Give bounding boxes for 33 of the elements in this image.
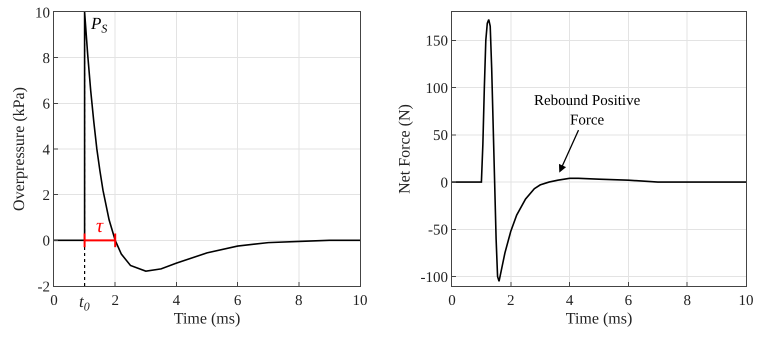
line-series — [452, 18, 746, 282]
x-axis-title: Time (ms) — [174, 310, 240, 328]
x-tick-label: 10 — [738, 293, 754, 309]
y-tick-label: -2 — [38, 279, 50, 296]
x-tick-label: 2 — [507, 293, 515, 309]
y-tick-label: 8 — [42, 50, 50, 67]
annotation: τ — [96, 215, 104, 237]
annotation: P$_{S}$ — [90, 14, 108, 36]
x-tick-label: 8 — [295, 293, 303, 309]
y-axis-title: Net Force (N) — [396, 104, 414, 194]
y-tick-label: 0 — [440, 175, 448, 192]
x-tick-label: 2 — [111, 293, 119, 309]
y-tick-label: 6 — [42, 96, 50, 113]
y-tick-label: 150 — [426, 34, 448, 50]
x-tick-label: 4 — [172, 293, 181, 309]
x-axis-title: Time (ms) — [566, 310, 632, 328]
y-tick-label: -100 — [420, 270, 448, 286]
x-tick-label: 6 — [624, 293, 633, 309]
y-tick-label: 4 — [42, 142, 50, 158]
x-tick-label: 6 — [234, 293, 242, 309]
y-tick-label: -50 — [428, 222, 448, 239]
y-tick-label: 10 — [35, 5, 50, 22]
x-tick-label: 4 — [566, 293, 574, 309]
x-tick-label: 10 — [352, 293, 368, 309]
line-series — [54, 12, 360, 272]
ref-line-label: t$_{0}$ — [79, 292, 90, 314]
annotation: Rebound Positive Force — [534, 93, 641, 128]
y-tick-label: 100 — [426, 80, 448, 97]
y-tick-label: 50 — [433, 128, 448, 144]
y-tick-label: 2 — [42, 188, 50, 204]
y-tick-label: 0 — [42, 234, 50, 250]
y-axis-title: Overpressure (kPa) — [10, 87, 28, 211]
x-tick-label: 8 — [683, 293, 691, 309]
